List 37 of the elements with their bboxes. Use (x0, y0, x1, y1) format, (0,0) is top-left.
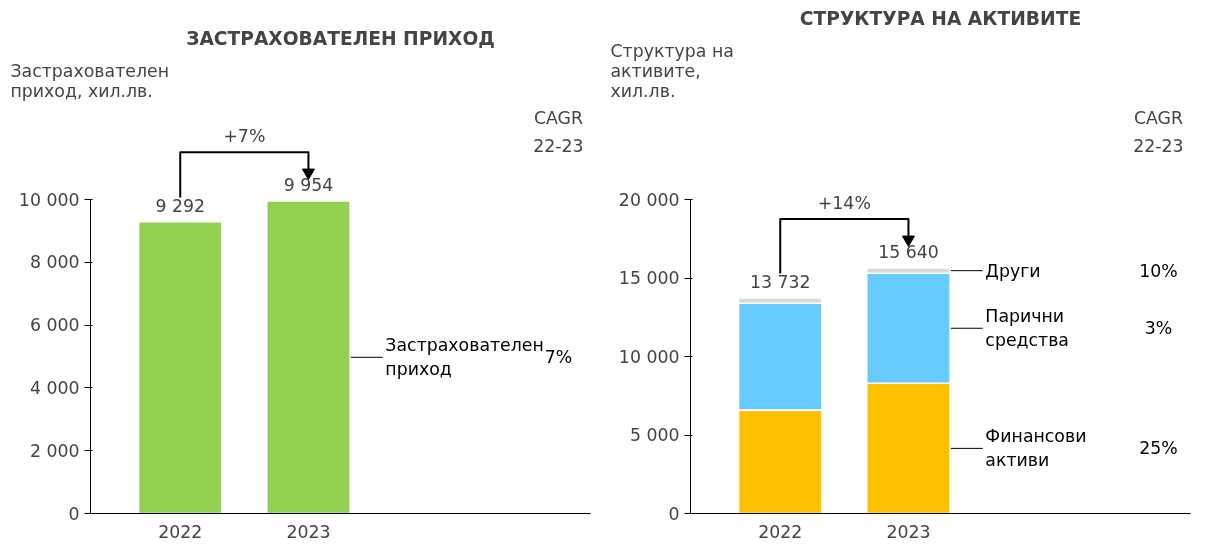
text: Застрахователен приход (385, 335, 544, 380)
x-tick-label: 2023 (886, 521, 931, 542)
total-label: 13 732 (749, 272, 811, 293)
text: 7% (544, 347, 573, 368)
x-tick-label: 2022 (758, 521, 803, 542)
y-tick-label: 20 000 (618, 189, 680, 210)
y-tick-label: 6 000 (29, 315, 80, 336)
y-tick-label: 0 (68, 503, 80, 524)
y-tick-label: 2 000 (29, 440, 80, 461)
text: CAGR (533, 107, 584, 128)
y-tick-label: 10 000 (18, 189, 80, 210)
text: CAGR (1133, 107, 1184, 128)
text: 25% (1139, 438, 1178, 459)
x-tick-label: 2022 (158, 521, 203, 542)
y-axis-title: Структура на активите, хил.лв. (610, 40, 734, 101)
text: Други (985, 260, 1041, 281)
text: Финансови активи (985, 426, 1087, 471)
data-label: 9 292 (155, 195, 206, 216)
y-tick-label: 15 000 (618, 268, 680, 289)
text: 3% (1144, 318, 1173, 339)
annotation: +14% (817, 193, 871, 214)
text: +7% (223, 126, 266, 147)
text: 10% (1139, 260, 1178, 281)
text: 22-23 (533, 135, 584, 156)
text: Парични средства (985, 306, 1069, 351)
x-tick-label: 2023 (286, 521, 331, 542)
data-label: 9 954 (283, 175, 334, 196)
total-label: 15 640 (878, 242, 939, 263)
y-tick-label: 0 (668, 503, 680, 524)
y-axis-title: Застрахователен приход, хил.лв. (10, 60, 169, 101)
y-tick-label: 8 000 (29, 252, 80, 273)
y-tick-label: 10 000 (618, 346, 680, 367)
chart-title: ЗАСТРАХОВАТЕЛЕН ПРИХОД (186, 27, 495, 49)
chart-title: СТРУКТУРА НА АКТИВИТЕ (799, 7, 1082, 29)
text: 22-23 (1133, 135, 1184, 156)
y-tick-label: 5 000 (629, 425, 680, 446)
y-tick-label: 4 000 (29, 377, 80, 398)
